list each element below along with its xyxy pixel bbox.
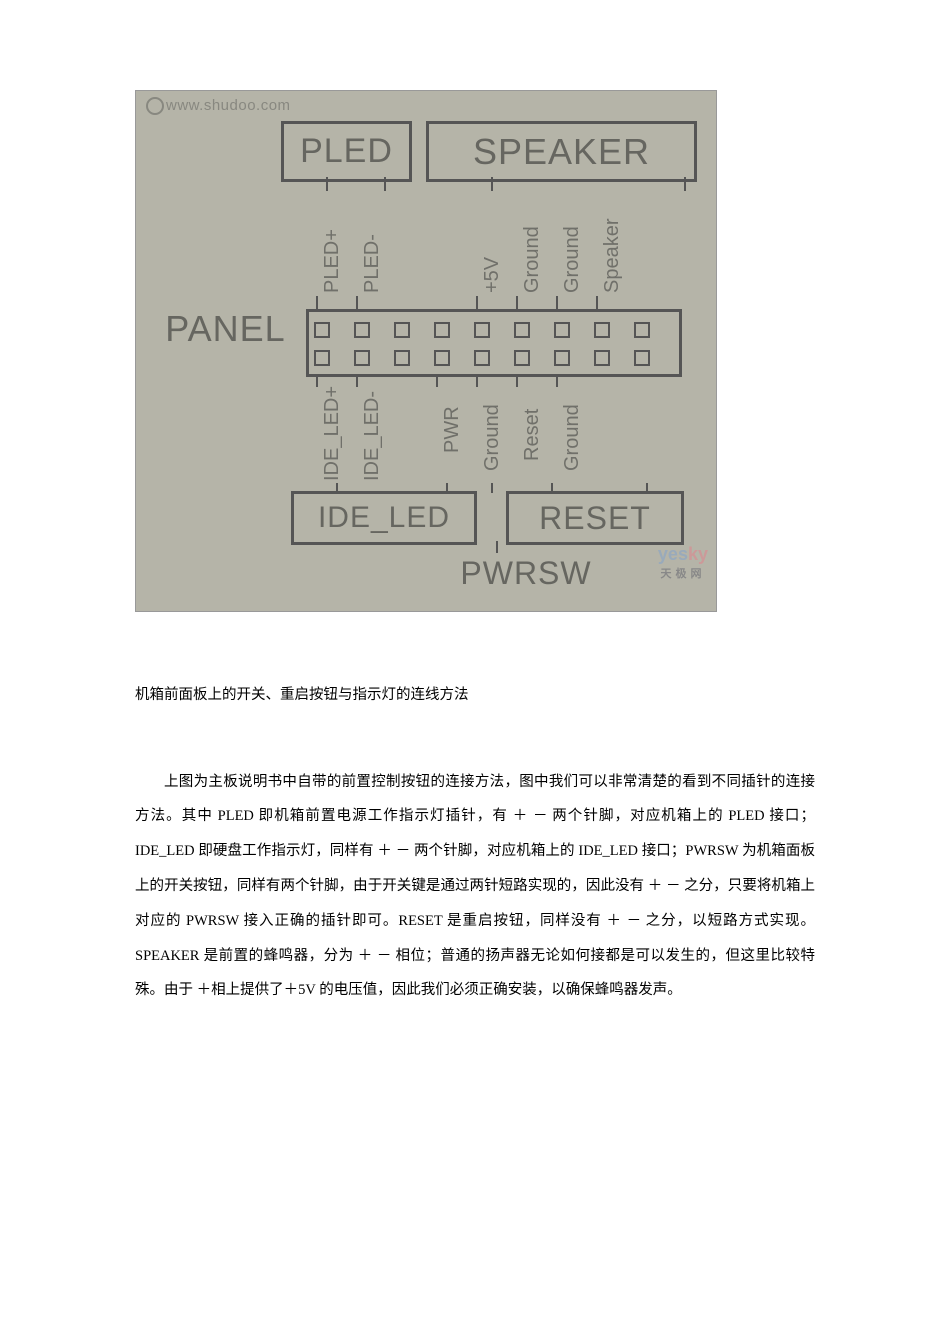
pin-label-5v: +5V — [481, 257, 504, 293]
pin-label-spk: Speaker — [601, 219, 624, 294]
corner-watermark-sub: 天极网 — [658, 565, 708, 581]
pin — [594, 350, 610, 366]
pin — [434, 350, 450, 366]
pin — [434, 322, 450, 338]
label-pled: PLED — [281, 121, 412, 182]
pin-label-ideled-minus: IDE_LED- — [361, 391, 384, 481]
label-speaker: SPEAKER — [426, 121, 697, 182]
pin-label-ideled-plus: IDE_LED+ — [321, 386, 344, 481]
pin — [514, 322, 530, 338]
pin-label-gnd-top1: Ground — [521, 226, 544, 293]
pin-label-reset-pin: Reset — [521, 409, 544, 461]
figure-caption: 机箱前面板上的开关、重启按钮与指示灯的连线方法 — [135, 682, 815, 710]
watermark-text: www.shudoo.com — [166, 97, 291, 114]
pin — [394, 350, 410, 366]
pin — [594, 322, 610, 338]
pin — [354, 350, 370, 366]
panel-diagram: www.shudoo.com PLED SPEAKER PANEL IDE_LE… — [135, 90, 717, 612]
pin — [474, 350, 490, 366]
label-pwrsw: PWRSW — [426, 551, 626, 596]
pin-label-gnd-top2: Ground — [561, 226, 584, 293]
pin — [354, 322, 370, 338]
pin — [314, 322, 330, 338]
pin — [394, 322, 410, 338]
body-paragraph: 上图为主板说明书中自带的前置控制按钮的连接方法，图中我们可以非常清楚的看到不同插… — [135, 765, 815, 1009]
pin-header-block — [306, 309, 682, 377]
pin — [634, 350, 650, 366]
label-panel: PANEL — [148, 301, 303, 356]
pin-label-pled-plus: PLED+ — [321, 229, 344, 293]
pin-label-pwr: PWR — [441, 406, 464, 453]
pin — [634, 322, 650, 338]
label-ide-led: IDE_LED — [291, 491, 477, 545]
label-reset: RESET — [506, 491, 684, 545]
pin — [554, 322, 570, 338]
pin-label-gnd-bot2: Ground — [561, 404, 584, 471]
pin-label-gnd-bot1: Ground — [481, 404, 504, 471]
pin — [554, 350, 570, 366]
watermark-url: www.shudoo.com — [146, 97, 291, 115]
pin — [314, 350, 330, 366]
page: www.shudoo.com PLED SPEAKER PANEL IDE_LE… — [0, 0, 950, 1083]
corner-watermark: yesky 天极网 — [658, 544, 708, 581]
pin — [474, 322, 490, 338]
pin — [514, 350, 530, 366]
pin-label-pled-minus: PLED- — [361, 234, 384, 293]
